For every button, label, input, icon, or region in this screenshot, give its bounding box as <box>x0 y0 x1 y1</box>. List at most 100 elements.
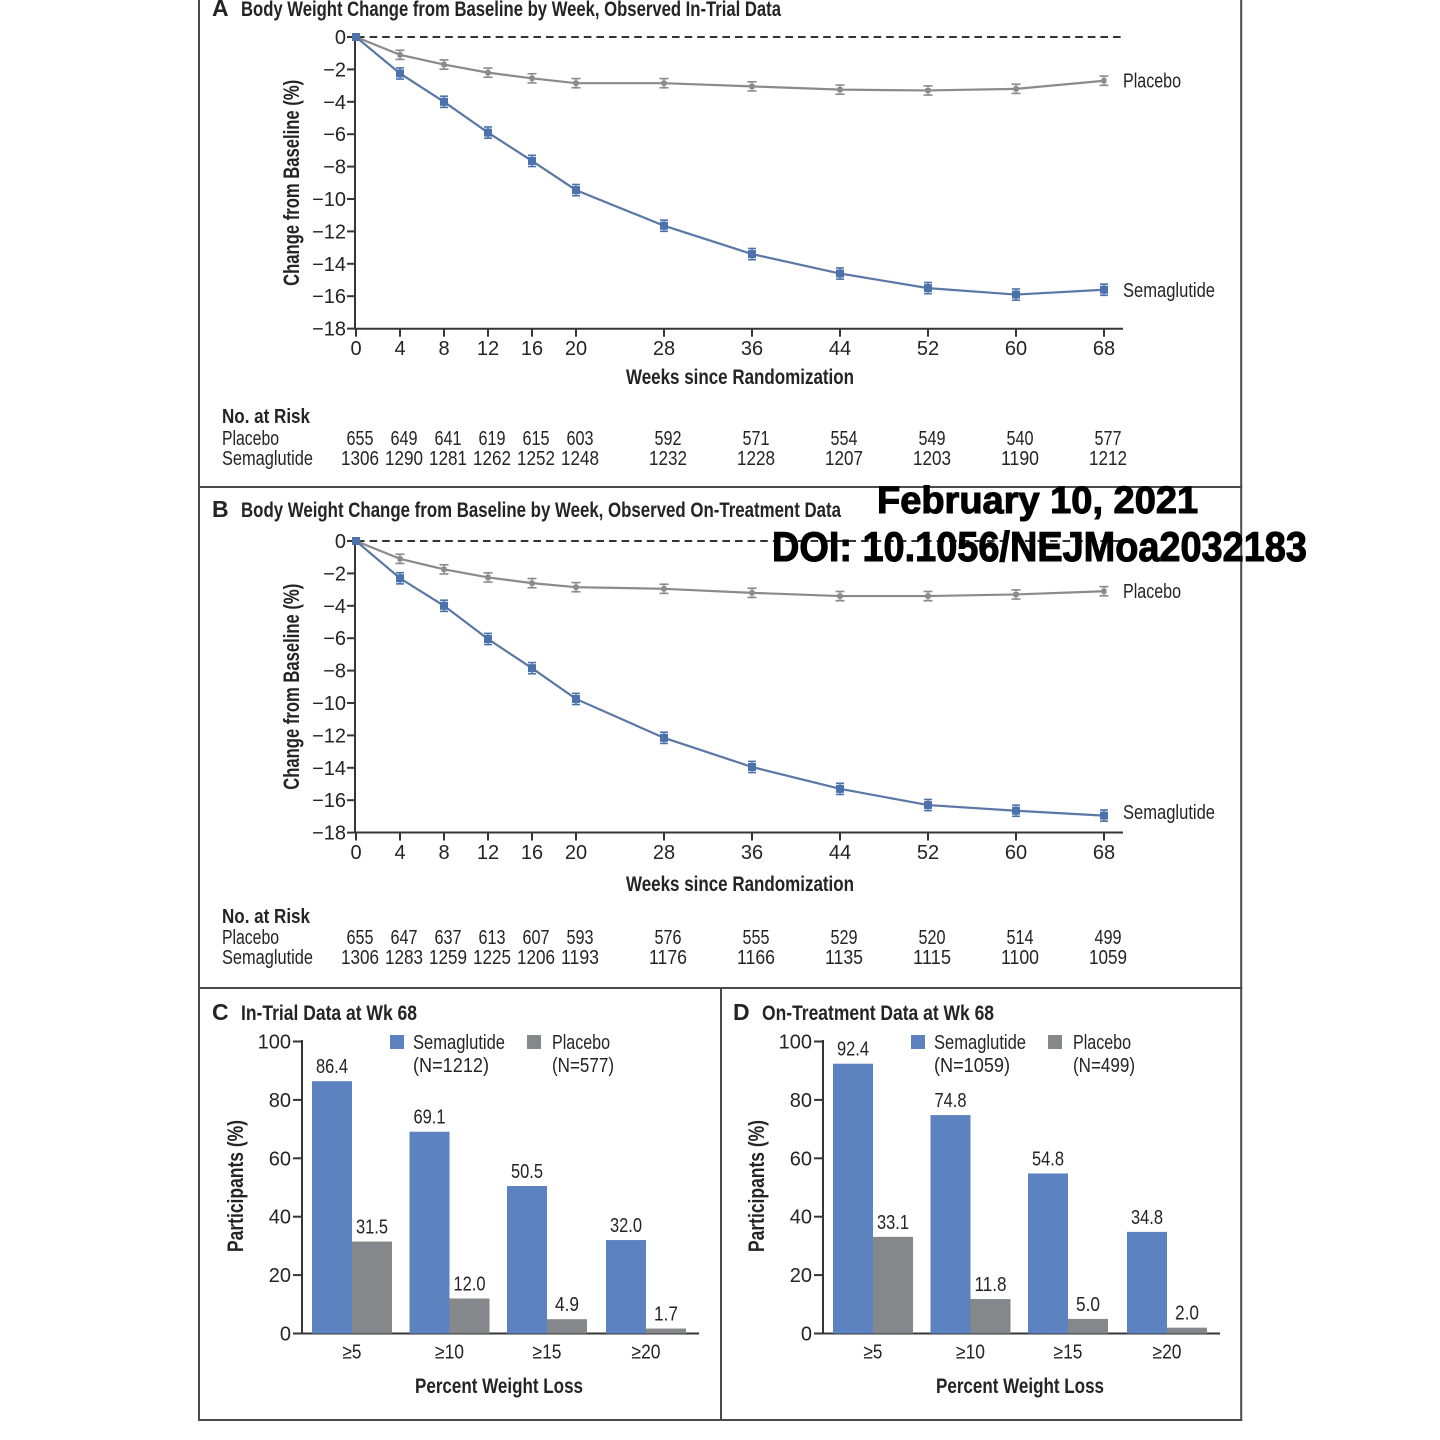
svg-text:520: 520 <box>919 927 946 949</box>
svg-text:−14: −14 <box>312 254 346 276</box>
svg-text:≥20: ≥20 <box>632 1342 661 1364</box>
svg-text:8: 8 <box>438 842 449 864</box>
svg-text:613: 613 <box>479 927 506 949</box>
svg-text:68: 68 <box>1093 338 1115 360</box>
svg-text:12.0: 12.0 <box>454 1273 486 1295</box>
svg-text:1259: 1259 <box>429 947 467 969</box>
svg-text:1306: 1306 <box>341 947 379 969</box>
svg-text:20: 20 <box>269 1265 291 1287</box>
svg-text:1059: 1059 <box>1089 947 1127 969</box>
svg-text:≥20: ≥20 <box>1153 1342 1182 1364</box>
svg-text:44: 44 <box>829 842 851 864</box>
svg-text:1248: 1248 <box>561 448 599 470</box>
svg-text:On-Treatment Data at Wk 68: On-Treatment Data at Wk 68 <box>762 1002 994 1025</box>
svg-text:≥10: ≥10 <box>435 1342 464 1364</box>
svg-text:≥15: ≥15 <box>1054 1342 1083 1364</box>
svg-text:Semaglutide: Semaglutide <box>222 947 313 969</box>
svg-text:92.4: 92.4 <box>837 1039 869 1061</box>
svg-text:In-Trial Data at Wk 68: In-Trial Data at Wk 68 <box>241 1002 417 1025</box>
svg-text:≥5: ≥5 <box>864 1342 883 1364</box>
svg-text:C: C <box>212 999 229 1025</box>
svg-text:11.8: 11.8 <box>975 1274 1007 1296</box>
svg-text:Placebo: Placebo <box>222 428 279 450</box>
svg-text:−16: −16 <box>312 286 346 308</box>
svg-text:74.8: 74.8 <box>935 1090 967 1112</box>
svg-text:1.7: 1.7 <box>654 1304 678 1326</box>
svg-text:Semaglutide: Semaglutide <box>1123 280 1215 302</box>
svg-text:592: 592 <box>655 428 682 450</box>
svg-text:1176: 1176 <box>649 947 687 969</box>
svg-text:499: 499 <box>1095 927 1122 949</box>
svg-text:80: 80 <box>790 1090 812 1112</box>
svg-text:−16: −16 <box>312 790 346 812</box>
svg-text:60: 60 <box>1005 338 1027 360</box>
svg-text:1206: 1206 <box>517 947 555 969</box>
svg-text:647: 647 <box>391 927 418 949</box>
svg-text:40: 40 <box>269 1207 291 1229</box>
svg-text:0: 0 <box>801 1324 812 1346</box>
svg-text:Participants (%): Participants (%) <box>223 1120 248 1252</box>
svg-text:100: 100 <box>779 1032 812 1054</box>
svg-text:−8: −8 <box>323 157 346 179</box>
svg-text:60: 60 <box>1005 842 1027 864</box>
svg-text:Placebo: Placebo <box>552 1032 610 1054</box>
svg-text:Percent Weight Loss: Percent Weight Loss <box>936 1375 1104 1398</box>
svg-text:Placebo: Placebo <box>222 927 279 949</box>
svg-text:80: 80 <box>269 1090 291 1112</box>
svg-text:607: 607 <box>523 927 550 949</box>
svg-text:36: 36 <box>741 842 763 864</box>
svg-text:28: 28 <box>653 338 675 360</box>
svg-text:16: 16 <box>521 842 543 864</box>
svg-text:≥15: ≥15 <box>533 1342 562 1364</box>
svg-text:≥5: ≥5 <box>343 1342 362 1364</box>
svg-text:514: 514 <box>1007 927 1034 949</box>
svg-text:1306: 1306 <box>341 448 379 470</box>
svg-text:555: 555 <box>743 927 770 949</box>
svg-text:−4: −4 <box>323 92 346 114</box>
svg-text:1100: 1100 <box>1001 947 1039 969</box>
svg-text:Percent Weight Loss: Percent Weight Loss <box>415 1375 583 1398</box>
svg-text:603: 603 <box>567 428 594 450</box>
svg-text:28: 28 <box>653 842 675 864</box>
svg-text:529: 529 <box>831 927 858 949</box>
svg-text:Semaglutide: Semaglutide <box>934 1032 1026 1054</box>
svg-text:4: 4 <box>394 842 405 864</box>
svg-text:1135: 1135 <box>825 947 863 969</box>
svg-text:31.5: 31.5 <box>356 1217 388 1239</box>
svg-text:Change from Baseline (%): Change from Baseline (%) <box>279 80 304 286</box>
svg-text:619: 619 <box>479 428 506 450</box>
svg-text:60: 60 <box>790 1148 812 1170</box>
svg-text:1290: 1290 <box>385 448 423 470</box>
svg-text:(N=1059): (N=1059) <box>934 1055 1010 1077</box>
svg-text:Placebo: Placebo <box>1123 581 1181 603</box>
svg-text:−8: −8 <box>323 661 346 683</box>
svg-text:4: 4 <box>394 338 405 360</box>
svg-text:−14: −14 <box>312 758 346 780</box>
svg-text:1281: 1281 <box>429 448 467 470</box>
svg-text:60: 60 <box>269 1148 291 1170</box>
svg-text:(N=499): (N=499) <box>1073 1055 1135 1077</box>
svg-text:86.4: 86.4 <box>316 1056 348 1078</box>
svg-text:1252: 1252 <box>517 448 555 470</box>
svg-text:−2: −2 <box>323 563 346 585</box>
svg-text:16: 16 <box>521 338 543 360</box>
svg-text:Body Weight Change from Baseli: Body Weight Change from Baseline by Week… <box>241 0 781 21</box>
svg-text:54.8: 54.8 <box>1032 1148 1064 1170</box>
svg-text:1207: 1207 <box>825 448 863 470</box>
svg-text:−10: −10 <box>312 693 346 715</box>
svg-text:50.5: 50.5 <box>511 1161 543 1183</box>
svg-text:Semaglutide: Semaglutide <box>222 448 313 470</box>
svg-text:Participants (%): Participants (%) <box>744 1120 769 1252</box>
svg-text:576: 576 <box>655 927 682 949</box>
svg-text:Placebo: Placebo <box>1073 1032 1131 1054</box>
svg-text:1212: 1212 <box>1089 448 1127 470</box>
svg-text:(N=1212): (N=1212) <box>413 1055 489 1077</box>
svg-text:12: 12 <box>477 842 499 864</box>
svg-text:12: 12 <box>477 338 499 360</box>
svg-text:52: 52 <box>917 338 939 360</box>
svg-text:8: 8 <box>438 338 449 360</box>
svg-text:0: 0 <box>350 338 361 360</box>
svg-text:32.0: 32.0 <box>610 1215 642 1237</box>
svg-text:36: 36 <box>741 338 763 360</box>
svg-text:33.1: 33.1 <box>877 1212 909 1234</box>
